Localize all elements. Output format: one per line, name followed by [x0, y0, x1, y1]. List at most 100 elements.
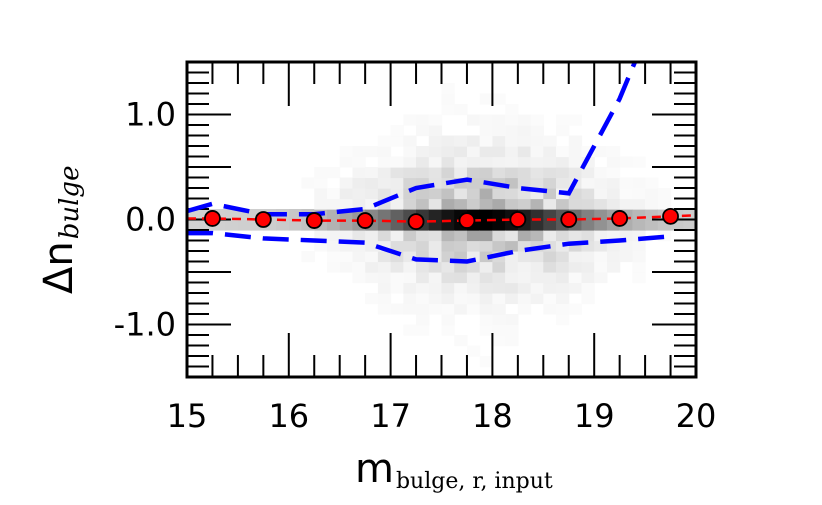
density-bin — [594, 146, 608, 158]
density-bin — [237, 219, 252, 231]
upper-scatter-line — [187, 62, 637, 217]
density-bin — [276, 219, 290, 231]
density-bin — [390, 219, 404, 231]
density-bin — [594, 230, 608, 242]
density-bin — [645, 198, 659, 210]
density-bin — [479, 251, 493, 263]
density-bin — [212, 219, 226, 231]
density-bin — [377, 188, 392, 200]
density-bin — [505, 251, 519, 263]
density-bin — [556, 167, 570, 179]
density-bin — [543, 219, 557, 231]
density-bin — [365, 177, 379, 189]
density-bin — [505, 324, 519, 336]
density-bin — [428, 240, 443, 252]
density-bin — [606, 198, 621, 210]
density-bin — [505, 314, 519, 326]
median-markers — [204, 207, 679, 231]
density-bin — [568, 219, 583, 231]
density-bin — [390, 156, 404, 168]
density-bin — [556, 125, 570, 137]
density-bin — [645, 209, 659, 221]
density-bin — [479, 303, 493, 315]
density-bin — [543, 251, 557, 263]
density-bin — [530, 293, 544, 305]
tick-marks — [186, 61, 697, 378]
density-bin — [606, 146, 621, 158]
density-bin — [594, 167, 608, 179]
density-bin — [530, 146, 544, 158]
density-bin — [556, 261, 570, 273]
density-bin — [466, 303, 481, 315]
density-bin — [339, 219, 354, 231]
density-bin — [594, 261, 608, 273]
median-point — [560, 211, 578, 228]
density-bin — [352, 272, 366, 284]
median-point — [662, 207, 679, 225]
density-bin — [441, 146, 455, 158]
density-bin — [416, 146, 430, 158]
density-bin — [543, 209, 557, 221]
x-tick-label: 18 — [472, 397, 513, 435]
density-bin — [403, 146, 417, 158]
density-bin — [403, 198, 417, 210]
density-bin — [466, 177, 481, 189]
density-bin — [505, 135, 519, 147]
density-bin — [492, 146, 506, 158]
density-bin — [466, 240, 481, 252]
density-bin — [390, 209, 404, 221]
density-bin — [339, 261, 354, 273]
density-bin — [479, 167, 493, 179]
density-bin — [403, 114, 417, 126]
density-bin — [632, 219, 646, 231]
density-bin — [326, 219, 341, 231]
density-bin — [479, 314, 493, 326]
density-bin — [454, 209, 468, 221]
density-bin — [479, 219, 493, 231]
density-bin — [632, 156, 646, 168]
density-bin — [377, 261, 392, 273]
density-bin — [581, 219, 595, 231]
density-bin — [454, 167, 468, 179]
density-bin — [428, 219, 443, 231]
density-bin — [543, 177, 557, 189]
x-axis-title: mbulge, r, input — [355, 446, 553, 494]
density-bin — [568, 261, 583, 273]
density-bin — [326, 261, 341, 273]
density-bin — [594, 219, 608, 231]
density-bin — [492, 114, 506, 126]
density-bin — [530, 209, 544, 221]
density-bin — [377, 303, 392, 315]
density-bin — [556, 146, 570, 158]
density-bin — [288, 219, 303, 231]
density-bin — [416, 198, 430, 210]
density-bin — [492, 93, 506, 105]
density-bin — [428, 167, 443, 179]
density-bin — [517, 251, 532, 263]
density-bin — [568, 272, 583, 284]
density-bin — [568, 146, 583, 158]
density-bin — [441, 188, 455, 200]
density-bin — [326, 188, 341, 200]
density-bin — [339, 251, 354, 263]
density-bin — [352, 188, 366, 200]
density-bin — [416, 114, 430, 126]
density-bin — [352, 167, 366, 179]
density-bin — [263, 219, 277, 231]
density-bin — [339, 188, 354, 200]
density-bin — [606, 188, 621, 200]
density-bin — [505, 230, 519, 242]
density-bin — [517, 146, 532, 158]
density-bin — [479, 261, 493, 273]
density-bin — [530, 272, 544, 284]
density-bin — [466, 251, 481, 263]
density-bin — [403, 303, 417, 315]
density-bin — [505, 198, 519, 210]
density-bin — [454, 177, 468, 189]
density-bin — [568, 282, 583, 294]
density-bin — [441, 324, 455, 336]
density-bin — [416, 209, 430, 221]
density-bin — [403, 177, 417, 189]
density-bin — [619, 177, 633, 189]
